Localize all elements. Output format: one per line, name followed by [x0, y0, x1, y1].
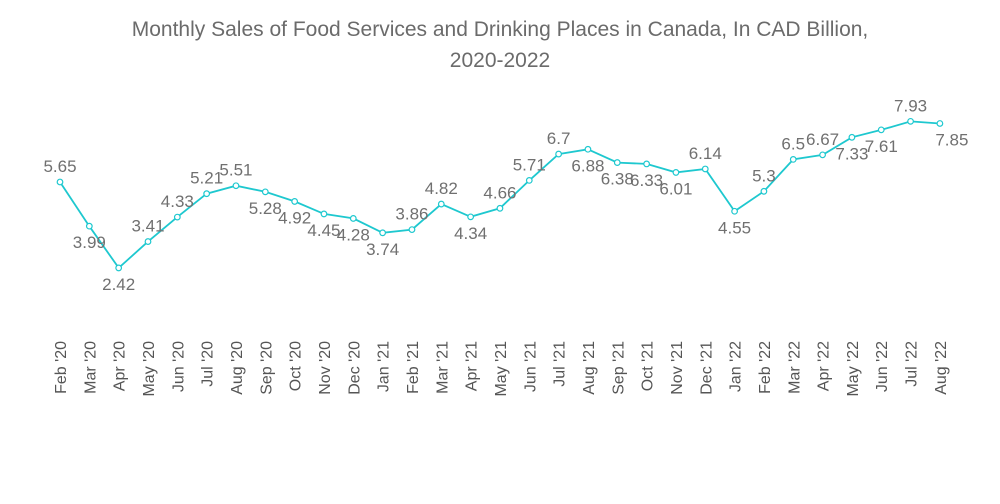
data-point: [291, 198, 299, 205]
data-label: 5.71: [513, 155, 546, 174]
x-tick-label: Apr '20: [112, 341, 129, 391]
chart-title: Monthly Sales of Food Services and Drink…: [0, 14, 1000, 76]
data-label: 4.55: [718, 218, 751, 237]
data-point: [320, 210, 328, 218]
data-label: 4.82: [425, 179, 458, 198]
data-label: 5.21: [190, 169, 223, 188]
data-label: 3.86: [395, 205, 428, 224]
data-label: 7.33: [835, 144, 868, 163]
data-label: 6.5: [781, 134, 805, 153]
x-tick-label: Apr '21: [464, 341, 481, 391]
data-point: [261, 188, 269, 196]
data-point: [672, 169, 680, 176]
data-label: 7.61: [865, 137, 898, 156]
x-tick-label: Nov '21: [669, 341, 686, 395]
x-tick-label: Dec '20: [346, 341, 363, 395]
data-label: 4.33: [161, 192, 194, 211]
data-point: [643, 160, 650, 168]
x-tick-label: Mar '21: [434, 341, 451, 394]
data-point: [760, 187, 768, 195]
data-label: 6.01: [659, 179, 692, 198]
data-point: [408, 226, 416, 234]
data-point: [819, 151, 826, 159]
data-label: 7.85: [935, 130, 968, 149]
data-point: [437, 200, 445, 208]
x-tick-label: Apr '22: [816, 341, 833, 391]
x-tick-label: Jun '21: [522, 341, 539, 392]
data-label: 4.92: [278, 208, 311, 227]
data-label: 2.42: [102, 275, 135, 294]
data-point: [467, 213, 475, 221]
data-label: 4.45: [307, 221, 340, 240]
x-tick-label: Nov '20: [317, 341, 334, 395]
data-point: [613, 159, 621, 166]
x-tick-label: Aug '21: [581, 341, 598, 395]
data-point: [144, 238, 152, 245]
data-point: [555, 150, 563, 158]
x-tick-label: Feb '21: [405, 341, 422, 394]
data-label: 5.28: [249, 199, 282, 218]
chart-title-line-1: Monthly Sales of Food Services and Drink…: [131, 18, 869, 41]
data-point: [789, 155, 797, 163]
data-label: 6.14: [689, 144, 722, 163]
data-point: [731, 207, 738, 215]
data-label: 3.99: [73, 233, 106, 252]
x-tick-label: May '22: [845, 341, 862, 397]
x-tick-label: Jun '20: [170, 341, 187, 392]
data-point: [848, 133, 856, 141]
data-point: [115, 264, 123, 272]
x-tick-label: May '21: [493, 341, 510, 397]
data-label: 3.74: [366, 240, 399, 259]
data-point: [173, 213, 181, 221]
data-point: [85, 222, 93, 230]
x-tick-label: Mar '20: [82, 341, 99, 394]
data-point: [349, 215, 357, 222]
x-tick-label: Sep '21: [610, 341, 627, 395]
data-point: [56, 178, 64, 186]
x-tick-label: Oct '20: [288, 341, 305, 391]
data-point: [936, 120, 944, 127]
data-point: [232, 182, 240, 190]
data-label: 5.65: [43, 157, 76, 176]
data-label: 7.93: [894, 96, 927, 115]
x-tick-label: May '20: [141, 341, 158, 397]
x-tick-label: Feb '20: [53, 341, 70, 394]
data-point: [496, 204, 504, 212]
x-tick-label: Aug '22: [933, 341, 950, 395]
x-tick-label: Oct '21: [640, 341, 657, 391]
chart-title-line-2: 2020-2022: [449, 49, 551, 72]
data-point: [203, 190, 211, 198]
data-label: 6.7: [547, 129, 571, 148]
data-point: [701, 165, 709, 173]
x-tick-label: Mar '22: [786, 341, 803, 394]
data-point: [525, 177, 533, 184]
x-tick-label: Jul '20: [200, 341, 217, 387]
data-label: 3.41: [131, 217, 164, 236]
data-label: 4.66: [483, 183, 516, 202]
x-tick-label: Jan '22: [728, 341, 745, 392]
data-label: 4.28: [337, 225, 370, 244]
data-point: [584, 145, 592, 153]
data-point: [877, 126, 885, 134]
x-tick-label: Aug '20: [229, 341, 246, 395]
data-label: 6.67: [806, 130, 839, 149]
x-tick-label: Jan '21: [376, 341, 393, 392]
data-label: 6.38: [601, 170, 634, 189]
x-tick-label: Jun '22: [874, 341, 891, 392]
data-label: 5.51: [219, 161, 252, 180]
x-tick-label: Dec '21: [698, 341, 715, 395]
x-tick-label: Jul '21: [552, 341, 569, 387]
data-label: 6.33: [630, 171, 663, 190]
data-point: [907, 117, 914, 125]
data-label: 5.3: [752, 166, 776, 185]
data-label: 6.88: [571, 156, 604, 175]
data-point: [379, 229, 387, 237]
x-tick-label: Feb '22: [757, 341, 774, 394]
x-tick-label: Sep '20: [258, 341, 275, 395]
data-label: 4.34: [454, 224, 487, 243]
x-tick-label: Jul '22: [904, 341, 921, 387]
